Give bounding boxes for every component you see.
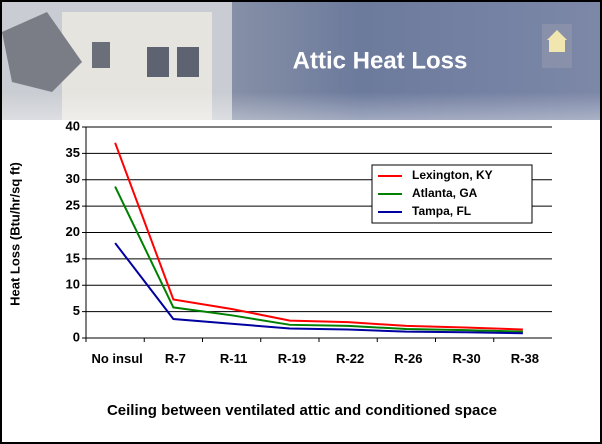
y-tick-label: 15: [66, 250, 80, 265]
x-tick-label: R-38: [499, 350, 551, 367]
photo-window: [92, 42, 110, 68]
series-line: [115, 243, 523, 333]
legend-label: Lexington, KY: [412, 168, 493, 182]
x-tick-label: R-19: [266, 350, 318, 367]
y-tick-label: 5: [73, 303, 80, 318]
x-tick-label: R-30: [441, 350, 493, 367]
y-tick-label: 40: [66, 118, 80, 133]
x-tick-label: R-11: [208, 350, 260, 367]
chart: Attic Heat Loss Heat Loss (Btu/hr/sq ft)…: [2, 2, 600, 442]
y-axis-title: Heat Loss (Btu/hr/sq ft): [7, 162, 22, 306]
y-tick-label: 0: [73, 329, 80, 344]
logo-house: [549, 40, 565, 52]
photo-window: [147, 47, 169, 77]
slide: Attic Heat Loss Heat Loss (Btu/hr/sq ft)…: [0, 0, 602, 444]
legend-label: Tampa, FL: [412, 204, 471, 218]
x-tick-label: No insul: [91, 350, 143, 367]
photo-fade: [2, 92, 600, 172]
chart-title: Attic Heat Loss: [293, 47, 468, 74]
x-tick-label: R-7: [149, 350, 201, 367]
y-tick-label: 30: [66, 171, 80, 186]
photo-window: [177, 47, 199, 77]
x-tick-label: R-26: [382, 350, 434, 367]
x-axis-title: Ceiling between ventilated attic and con…: [107, 402, 497, 419]
y-tick-label: 35: [66, 145, 80, 160]
logo: [542, 24, 572, 68]
legend-label: Atlanta, GA: [412, 186, 478, 200]
x-tick-label: R-22: [324, 350, 376, 367]
y-tick-label: 10: [66, 277, 80, 292]
y-tick-label: 20: [66, 224, 80, 239]
y-tick-label: 25: [66, 198, 80, 213]
